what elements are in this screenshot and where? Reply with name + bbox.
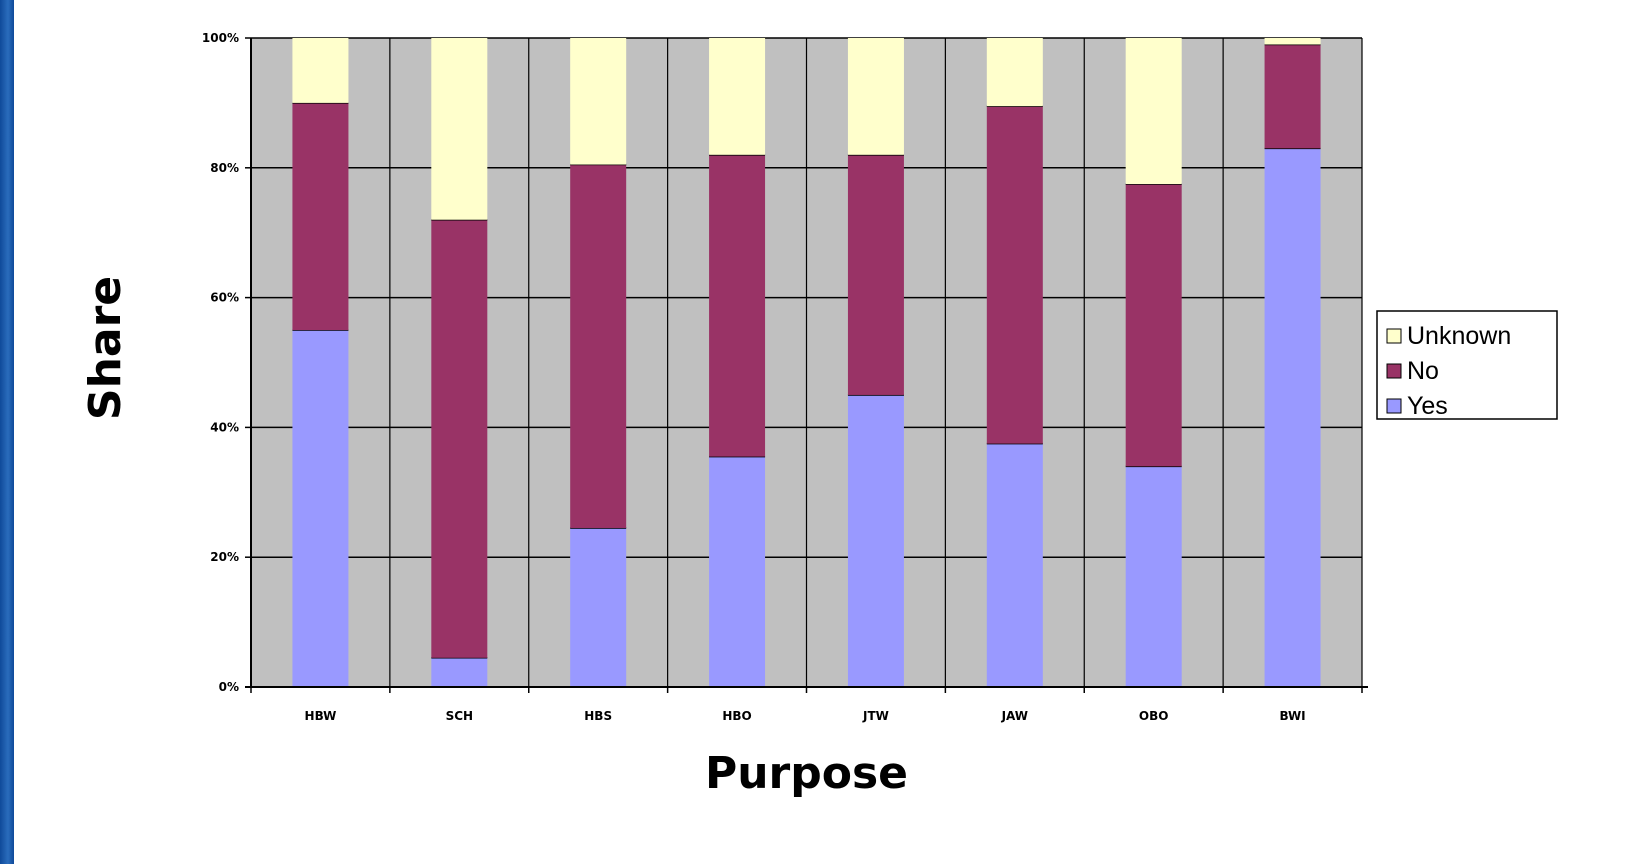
y-tick-label: 0%	[219, 680, 239, 694]
bar-segment-unknown-bwi	[1264, 38, 1321, 45]
x-tick-label-obo: OBO	[1139, 709, 1169, 723]
legend-swatch-no	[1386, 363, 1402, 379]
bar-segment-unknown-sch	[431, 38, 488, 220]
bar-segment-yes-bwi	[1264, 148, 1321, 687]
bar-segment-no-obo	[1125, 184, 1182, 467]
legend: Unknown No Yes	[1376, 310, 1558, 420]
bars	[292, 38, 1321, 687]
bar-segment-unknown-hbs	[570, 38, 627, 165]
bar-segment-no-hbw	[292, 102, 349, 331]
x-tick-label-jtw: JTW	[862, 709, 889, 723]
bar-segment-yes-hbs	[570, 527, 627, 687]
bar-segment-no-bwi	[1264, 44, 1321, 149]
legend-box	[1376, 310, 1558, 420]
y-tick-label: 80%	[210, 161, 239, 175]
bar-segment-no-hbs	[570, 164, 627, 528]
x-tick-label-hbw: HBW	[305, 709, 337, 723]
bar-segment-yes-jaw	[986, 443, 1043, 687]
x-tick-label-jaw: JAW	[1001, 709, 1028, 723]
bar-segment-no-sch	[431, 219, 488, 658]
bar-segment-unknown-jaw	[986, 38, 1043, 107]
x-tick-label-bwi: BWI	[1279, 709, 1305, 723]
legend-swatch-unknown	[1386, 328, 1402, 344]
bar-segment-unknown-hbo	[709, 38, 766, 155]
legend-label-unknown: Unknown	[1407, 322, 1511, 350]
x-axis-title: Purpose	[705, 748, 908, 799]
bar-segment-yes-hbo	[709, 456, 766, 687]
legend-label-no: No	[1407, 357, 1439, 385]
bar-segment-yes-hbw	[292, 330, 349, 687]
bar-segment-no-hbo	[709, 154, 766, 457]
bar-segment-yes-jtw	[847, 394, 904, 687]
bar-segment-yes-sch	[431, 657, 488, 687]
x-tick-label-sch: SCH	[446, 709, 474, 723]
y-tick-label: 20%	[210, 550, 239, 564]
bar-segment-yes-obo	[1125, 466, 1182, 687]
bar-segment-unknown-hbw	[292, 38, 349, 103]
y-axis-title: Share	[80, 276, 131, 420]
x-tick-label-hbs: HBS	[584, 709, 612, 723]
y-tick-label: 40%	[210, 420, 239, 434]
legend-label-yes: Yes	[1407, 392, 1448, 420]
y-tick-label: 100%	[202, 31, 239, 45]
stacked-bar-chart: 0% 20% 40% 60% 80% 100% HBW SCH HBS HBO JTW JAW OBO B…	[80, 31, 1558, 799]
x-tick-label-hbo: HBO	[722, 709, 751, 723]
bar-segment-no-jaw	[986, 106, 1043, 444]
legend-swatch-yes	[1386, 398, 1402, 414]
y-tick-label: 60%	[210, 291, 239, 305]
bar-segment-no-jtw	[847, 154, 904, 395]
chart-panel: 0% 20% 40% 60% 80% 100% HBW SCH HBS HBO JTW JAW OBO B…	[14, 0, 1635, 864]
bar-segment-unknown-jtw	[847, 38, 904, 155]
axes: 0% 20% 40% 60% 80% 100% HBW SCH HBS HBO JTW JAW OBO B…	[202, 31, 1368, 723]
bar-segment-unknown-obo	[1125, 38, 1182, 185]
